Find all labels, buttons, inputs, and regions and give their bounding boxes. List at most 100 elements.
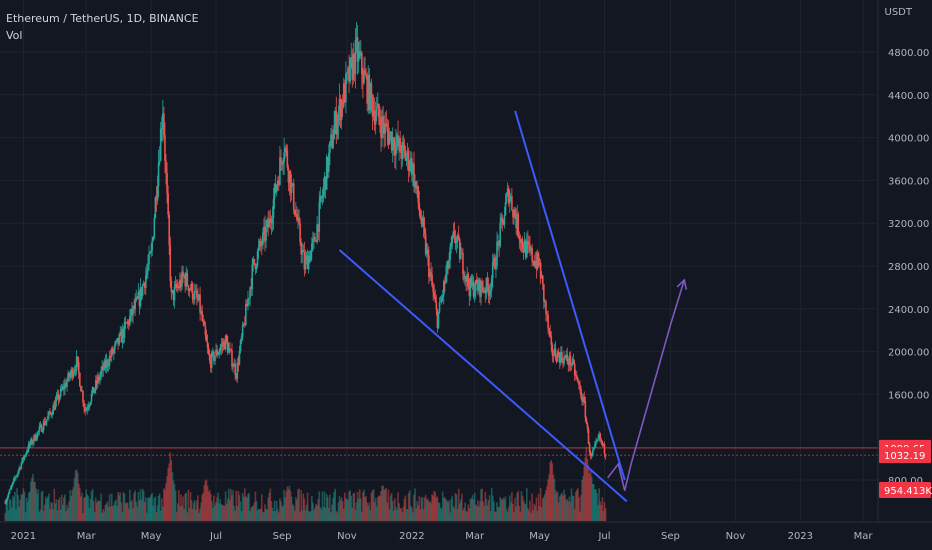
volume-bar bbox=[120, 502, 123, 521]
candle bbox=[561, 346, 563, 363]
volume-bar bbox=[145, 497, 147, 521]
candle bbox=[414, 174, 416, 194]
volume-bar bbox=[590, 476, 593, 521]
volume-bar bbox=[143, 502, 146, 521]
volume-bar bbox=[584, 457, 587, 521]
volume-bar bbox=[461, 493, 463, 521]
volume-bar bbox=[541, 498, 544, 521]
drawings[interactable] bbox=[338, 110, 688, 503]
candle-body bbox=[399, 137, 401, 153]
candle bbox=[499, 213, 501, 249]
candle-body bbox=[224, 335, 227, 350]
candle bbox=[601, 440, 604, 448]
time-axis[interactable]: 2021 Mar May Jul Sep Nov 2022 Mar May Jul Sep Nov 20… bbox=[0, 521, 932, 550]
volume-bar bbox=[269, 488, 272, 521]
candle bbox=[489, 282, 492, 300]
candle bbox=[588, 442, 591, 456]
volume-bar bbox=[388, 509, 391, 521]
volume-bar bbox=[400, 508, 403, 521]
candle bbox=[20, 461, 23, 470]
candle bbox=[477, 276, 479, 296]
candle bbox=[35, 434, 37, 442]
candle-body bbox=[561, 352, 563, 360]
candle bbox=[243, 316, 246, 328]
candle bbox=[23, 454, 26, 461]
candle bbox=[514, 206, 516, 219]
candle-body bbox=[508, 198, 511, 204]
candle-body bbox=[228, 348, 230, 353]
candle bbox=[398, 135, 400, 161]
volume-bar bbox=[458, 503, 461, 521]
candle bbox=[521, 236, 524, 253]
candle bbox=[330, 128, 332, 147]
candle-body bbox=[534, 261, 537, 267]
candle bbox=[302, 244, 305, 253]
candle bbox=[447, 259, 449, 275]
volume-bar bbox=[257, 509, 260, 521]
candle bbox=[432, 282, 434, 301]
volume-indicator-label[interactable]: Vol bbox=[6, 29, 23, 42]
candle-body bbox=[563, 356, 565, 364]
candle-body bbox=[547, 315, 549, 329]
candle-body bbox=[134, 300, 136, 310]
candle bbox=[272, 188, 275, 231]
volume-bar bbox=[252, 505, 255, 521]
volume-bar bbox=[220, 504, 223, 521]
candle bbox=[130, 308, 132, 323]
volume-bar bbox=[573, 508, 576, 521]
volume-bar bbox=[488, 495, 491, 521]
volume-bar bbox=[519, 511, 522, 521]
candle bbox=[192, 293, 195, 306]
volume-bar bbox=[553, 478, 556, 521]
volume-bar bbox=[176, 503, 179, 521]
candle bbox=[73, 365, 76, 376]
candle-body bbox=[307, 256, 310, 270]
candle bbox=[461, 247, 463, 254]
candle-body bbox=[10, 485, 13, 488]
candle bbox=[108, 350, 111, 370]
price-axis[interactable]: 4800.004400.004000.003600.003200.002800.… bbox=[877, 0, 932, 550]
volume-bar bbox=[217, 492, 219, 521]
candle-body bbox=[221, 344, 224, 346]
candle-body bbox=[582, 396, 585, 402]
candle-body bbox=[311, 243, 313, 252]
candle bbox=[352, 42, 355, 85]
candle-body bbox=[67, 372, 69, 381]
volume-bar bbox=[207, 491, 210, 521]
volume-bar bbox=[222, 505, 225, 521]
volume-bar bbox=[170, 460, 173, 521]
volume-bar bbox=[32, 473, 34, 521]
volume-bar bbox=[579, 511, 581, 521]
candle-body bbox=[182, 271, 184, 277]
candle-body bbox=[42, 421, 45, 431]
candle-body bbox=[411, 158, 413, 175]
candle-body bbox=[272, 199, 275, 219]
volume-bar bbox=[235, 490, 238, 521]
candle bbox=[416, 180, 418, 198]
candle bbox=[236, 357, 239, 383]
candle-body bbox=[204, 325, 207, 336]
candle-body bbox=[36, 432, 39, 439]
symbol-title[interactable]: Ethereum / TetherUS, 1D, BINANCE bbox=[6, 12, 199, 25]
candle-body bbox=[153, 218, 156, 237]
candle-body bbox=[190, 283, 193, 291]
volume-bar bbox=[347, 500, 349, 521]
candle-body bbox=[46, 419, 48, 422]
candle bbox=[363, 57, 365, 85]
volume-bar bbox=[604, 507, 607, 521]
volume-bar bbox=[349, 490, 351, 521]
volume-bar bbox=[452, 506, 455, 521]
candle-body bbox=[388, 134, 391, 145]
candle-body bbox=[384, 123, 387, 134]
candle bbox=[266, 217, 268, 233]
candle bbox=[369, 81, 372, 114]
candle bbox=[321, 188, 324, 205]
candle-body bbox=[119, 331, 122, 335]
volume-bar bbox=[480, 489, 482, 521]
candle bbox=[340, 98, 343, 130]
candle bbox=[535, 250, 538, 279]
candle bbox=[210, 350, 213, 374]
volume-bar bbox=[582, 475, 585, 521]
volume-bar bbox=[563, 489, 565, 521]
